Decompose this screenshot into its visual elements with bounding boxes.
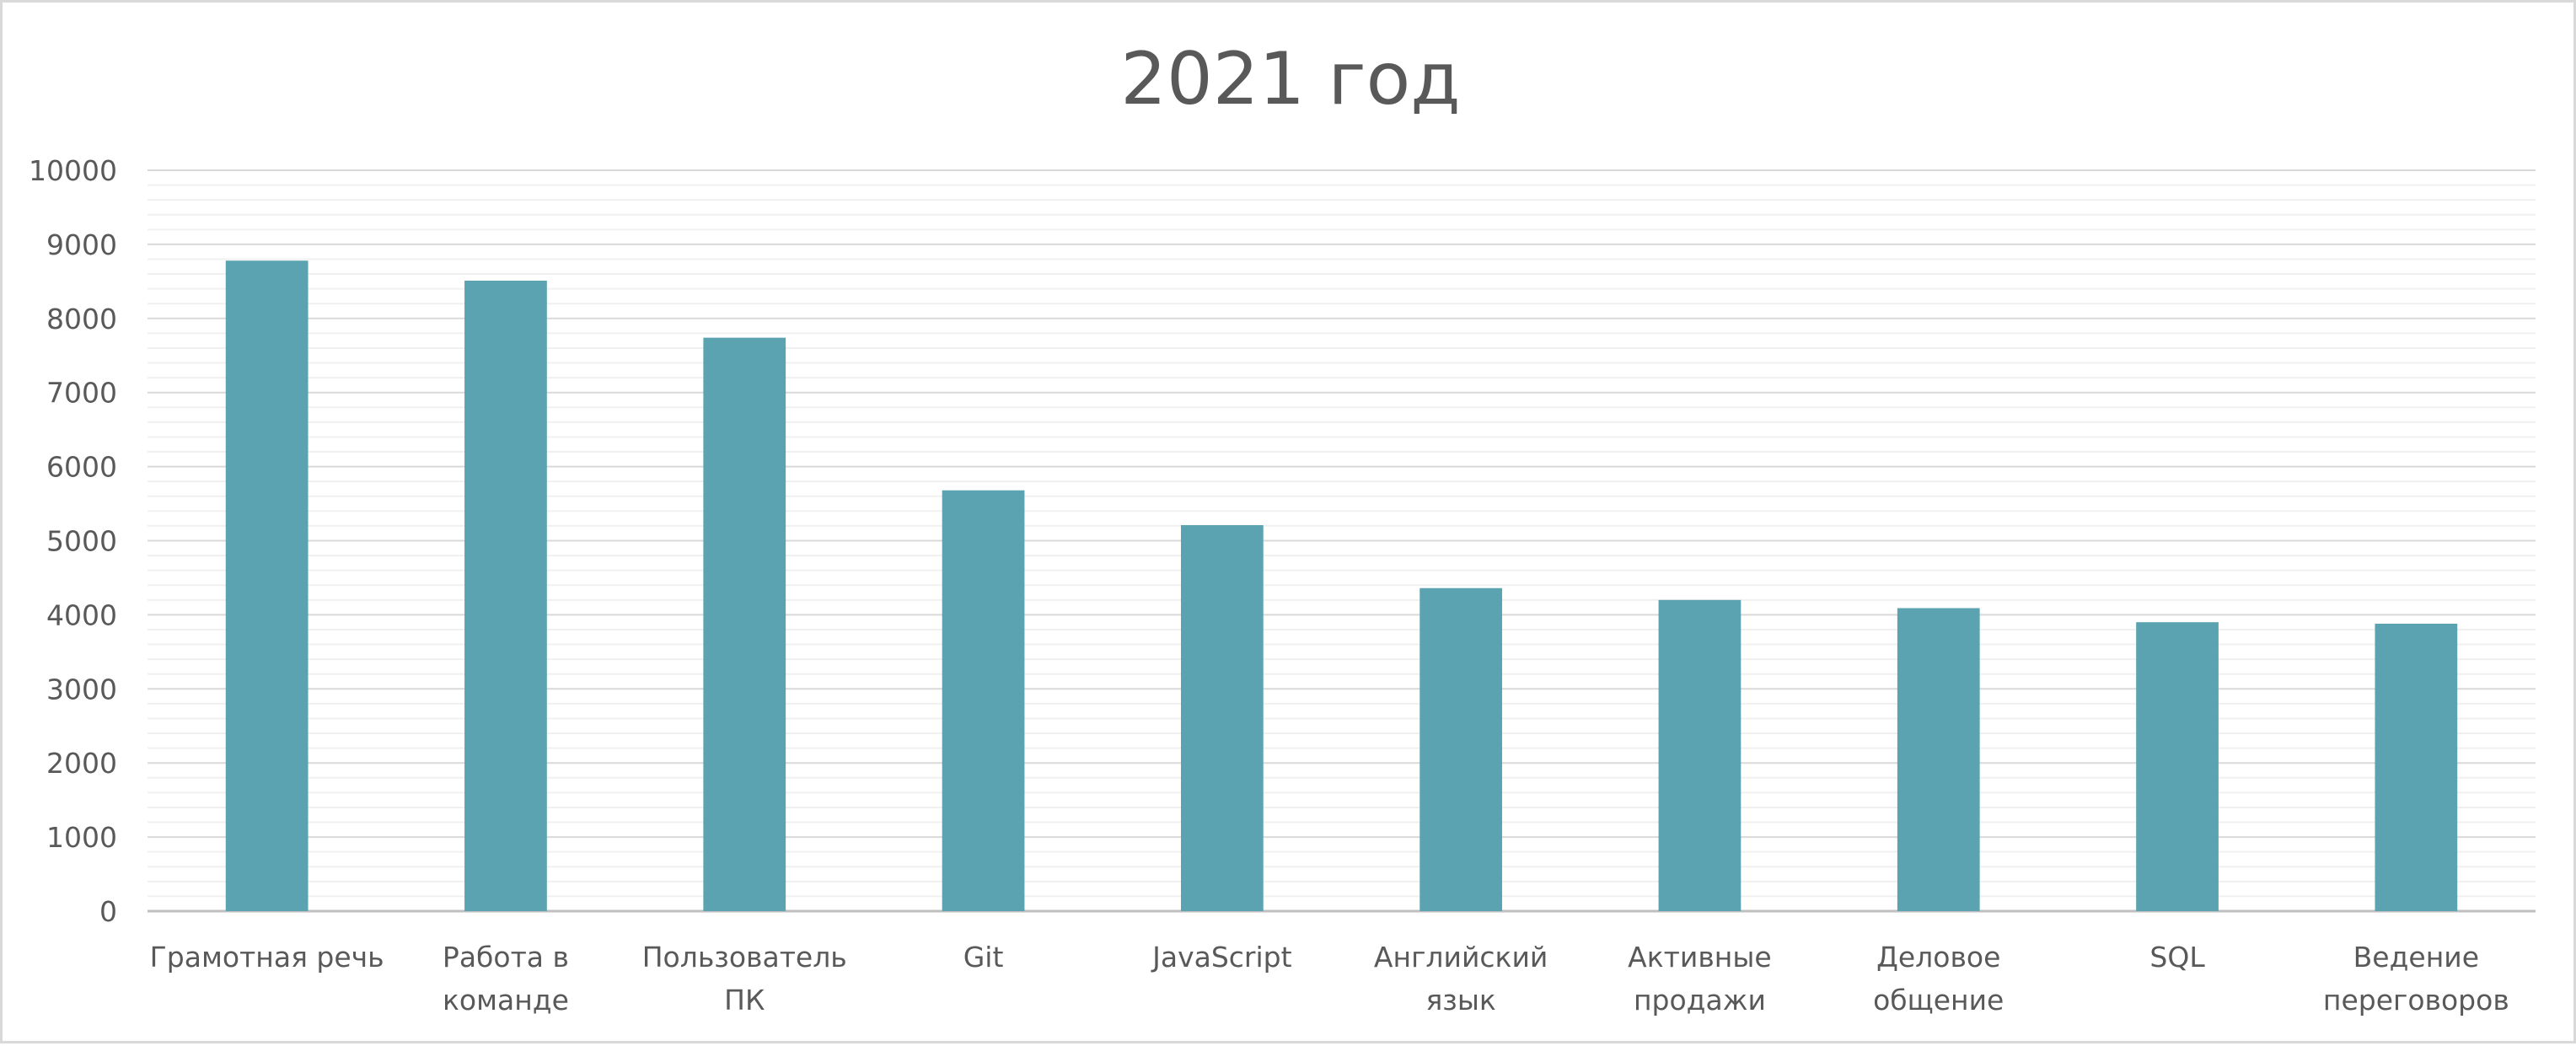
- bar: [703, 337, 786, 911]
- bars: [225, 260, 2458, 911]
- bar: [1897, 608, 1980, 911]
- y-tick-label: 8000: [46, 303, 117, 335]
- x-tick-label: Английский язык: [1374, 941, 1548, 1016]
- x-tick-label: Git: [963, 941, 1004, 974]
- y-tick-label: 1000: [46, 821, 117, 854]
- bar: [942, 490, 1025, 911]
- y-tick-label: 3000: [46, 673, 117, 705]
- bar: [225, 260, 309, 911]
- bar: [1180, 525, 1264, 911]
- y-tick-label: 10000: [29, 154, 117, 187]
- x-tick-label: Грамотная речь: [150, 941, 384, 974]
- x-tick-label: SQL: [2149, 941, 2205, 974]
- y-tick-label: 4000: [46, 598, 117, 631]
- bar-chart: 2021 год 0 1000 2000 3000 4000 5000 6000 7000 80…: [29, 37, 2536, 1016]
- y-tick-label: 6000: [46, 451, 117, 484]
- bar: [2136, 622, 2219, 911]
- bar: [1658, 599, 1741, 911]
- x-tick-label: Активные продажи: [1628, 941, 1772, 1016]
- y-axis-tick-labels: 0 1000 2000 3000 4000 5000 6000 7000 8000 9000 100…: [29, 154, 117, 928]
- y-tick-label: 9000: [46, 228, 117, 261]
- x-tick-label: Ведение переговоров: [2323, 941, 2509, 1016]
- y-tick-label: 7000: [46, 377, 117, 410]
- y-tick-label: 5000: [46, 525, 117, 558]
- y-tick-label: 0: [99, 895, 117, 928]
- y-tick-label: 2000: [46, 747, 117, 780]
- x-axis-category-labels: Грамотная речь Работа в команде Пользовател…: [150, 941, 2509, 1016]
- x-tick-label: Работа в команде: [443, 941, 569, 1016]
- x-tick-label: JavaScript: [1151, 941, 1291, 974]
- x-tick-label: Пользователь ПК: [642, 941, 847, 1016]
- bar: [464, 280, 547, 911]
- x-tick-label: Деловое общение: [1873, 941, 2004, 1016]
- bar: [1419, 587, 1503, 911]
- chart-title: 2021 год: [1120, 37, 1460, 121]
- bar: [2375, 623, 2458, 911]
